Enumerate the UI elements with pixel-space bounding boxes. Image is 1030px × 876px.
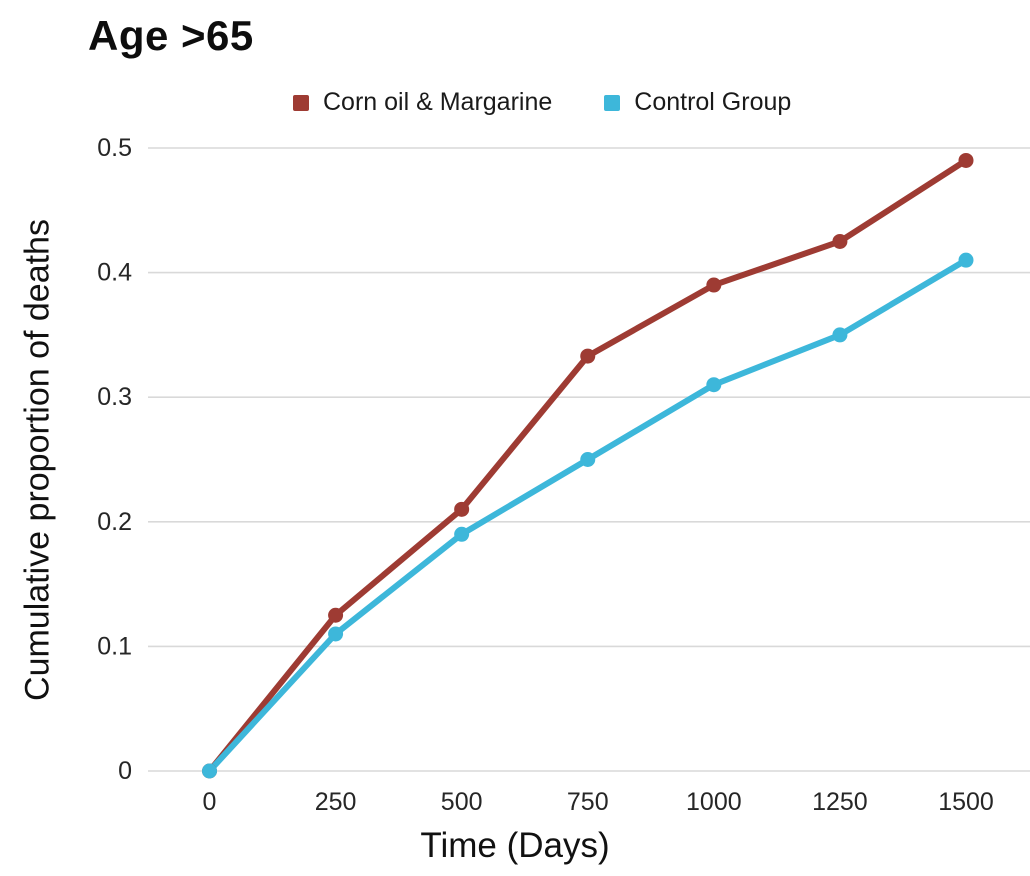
y-tick-label-0.4: 0.4 [97, 259, 132, 287]
y-tick-label-0.5: 0.5 [97, 134, 132, 162]
marker-corn-oil-500 [454, 501, 470, 517]
y-tick-label-0: 0 [118, 757, 132, 785]
chart-title: Age >65 [88, 12, 254, 59]
marker-corn-oil-1000 [706, 277, 722, 293]
x-tick-label-750: 750 [567, 788, 609, 816]
x-tick-label-500: 500 [441, 788, 483, 816]
x-tick-label-1250: 1250 [812, 788, 868, 816]
marker-control-1000 [706, 377, 722, 393]
legend-swatch-corn-oil-icon [293, 94, 309, 111]
marker-control-750 [580, 452, 596, 467]
marker-control-1500 [958, 252, 974, 268]
y-tick-label-0.2: 0.2 [97, 508, 132, 536]
y-tick-label-0.1: 0.1 [97, 632, 132, 660]
marker-corn-oil-750 [580, 348, 596, 364]
marker-control-1250 [832, 327, 848, 343]
legend: Corn oil & Margarine Control Group [293, 88, 791, 117]
marker-control-250 [328, 626, 344, 642]
marker-control-500 [454, 526, 470, 542]
legend-label-corn-oil: Corn oil & Margarine [323, 88, 553, 116]
x-tick-label-250: 250 [315, 788, 357, 816]
marker-corn-oil-1250 [832, 233, 848, 249]
legend-item-control: Control Group [604, 88, 791, 117]
marker-corn-oil-250 [328, 607, 344, 623]
x-axis-label: Time (Days) [420, 826, 610, 865]
y-tick-label-0.3: 0.3 [97, 383, 132, 411]
x-tick-label-1500: 1500 [938, 788, 994, 816]
marker-control-0 [202, 763, 217, 779]
series-line-control [206, 257, 969, 774]
legend-swatch-control-icon [604, 94, 621, 111]
marker-corn-oil-1500 [958, 152, 974, 168]
legend-label-control: Control Group [634, 88, 792, 116]
x-tick-label-0: 0 [203, 788, 217, 816]
legend-item-corn-oil: Corn oil & Margarine [293, 88, 552, 117]
x-tick-label-1000: 1000 [686, 788, 742, 816]
